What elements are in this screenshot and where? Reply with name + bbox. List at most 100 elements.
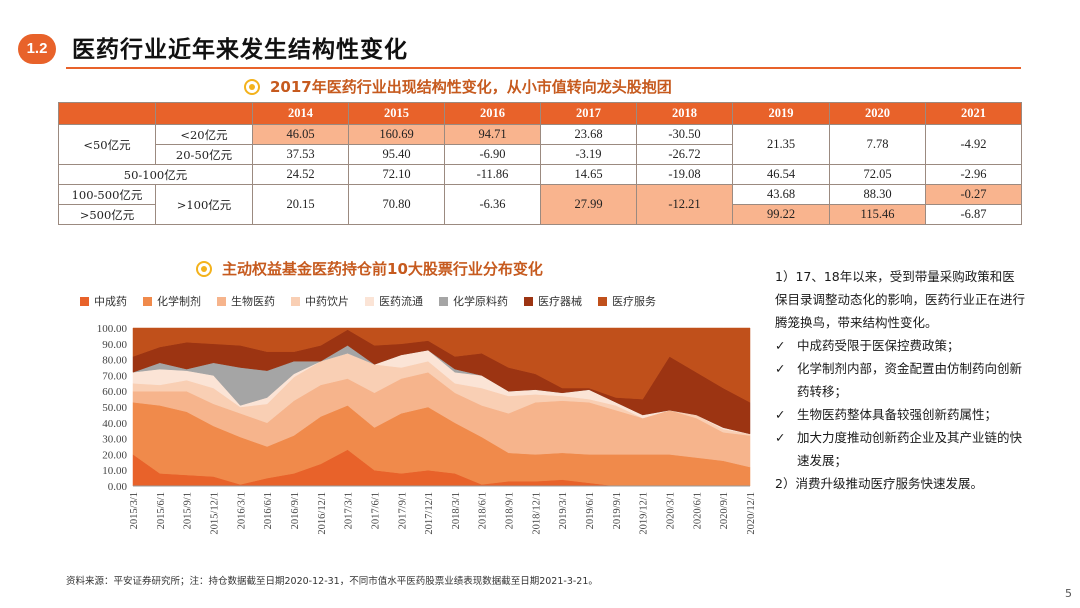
x-tick-label: 2018/9/1 [505, 492, 516, 529]
title-divider [66, 67, 1021, 69]
x-tick-label: 2020/9/1 [719, 492, 730, 529]
legend-label: 医药流通 [379, 295, 423, 308]
page-title: 医药行业近年来发生结构性变化 [72, 37, 408, 63]
check-icon: ✓ [775, 407, 786, 422]
x-tick-label: 2016/12/1 [317, 492, 328, 535]
legend-label: 医疗服务 [612, 295, 656, 308]
y-tick-label: 0.00 [108, 481, 128, 493]
table-cell: -6.87 [925, 204, 1022, 225]
area-series [132, 327, 751, 403]
check-icon: ✓ [775, 361, 786, 376]
y-tick-label: 90.00 [102, 339, 127, 351]
x-tick-label: 2015/12/1 [209, 492, 220, 535]
legend-label: 中成药 [94, 295, 127, 308]
table-header-row: 2014 2015 2016 2017 2018 2019 2020 2021 [58, 102, 1022, 125]
table-cell: 115.46 [829, 204, 926, 225]
table-row: >500亿元 99.22 115.46 -6.87 [58, 204, 1022, 225]
year-header: 2017 [540, 102, 637, 125]
x-tick-label: 2019/12/1 [639, 492, 650, 535]
x-tick-label: 2019/6/1 [585, 492, 596, 529]
x-tick-label: 2015/9/1 [183, 492, 194, 529]
x-tick-label: 2018/3/1 [451, 492, 462, 529]
section-badge: 1.2 [18, 34, 56, 64]
x-tick-label: 2020/12/1 [746, 492, 757, 535]
row-label-gt100: >100亿元 [155, 184, 253, 225]
target-icon [196, 260, 212, 277]
year-header: 2016 [444, 102, 541, 125]
x-tick-label: 2017/3/1 [344, 492, 355, 529]
table-heading-text: 2017年医药行业出现结构性变化，从小市值转向龙头股抱团 [270, 78, 672, 96]
chart-legend: 中成药 化学制剂 生物医药 中药饮片 医药流通 化学原料药 医疗器械 医疗服务 [80, 293, 656, 309]
x-tick-label: 2018/12/1 [531, 492, 542, 535]
legend-swatch [598, 296, 607, 306]
x-tick-label: 2017/6/1 [370, 492, 381, 529]
legend-label: 化学原料药 [453, 295, 508, 308]
row-label-50-100: 50-100亿元 [58, 164, 253, 185]
target-icon [244, 78, 260, 95]
y-tick-label: 10.00 [102, 465, 127, 477]
source-note: 资料来源：平安证券研究所；注：持仓数据截至日期2020-12-31，不同市值水平… [66, 576, 598, 587]
legend-item: 医疗服务 [598, 293, 656, 309]
table-cell: 99.22 [732, 204, 830, 225]
analysis-notes: 1）17、18年以来，受到带量采购政策和医保目录调整动态化的影响，医药行业正在进… [775, 265, 1025, 495]
table-cell: -12.21 [636, 184, 733, 225]
legend-swatch [217, 296, 226, 306]
x-tick-label: 2016/3/1 [236, 492, 247, 529]
row-label-gt500: >500亿元 [58, 204, 156, 225]
table-heading: 2017年医药行业出现结构性变化，从小市值转向龙头股抱团 [244, 76, 672, 97]
x-tick-label: 2015/3/1 [129, 492, 140, 529]
legend-swatch [365, 296, 374, 306]
table-cell: -0.27 [925, 184, 1022, 205]
note-bullet-text: 化学制剂内部，资金配置由仿制药向创新药转移； [797, 361, 1023, 399]
table-cell: 21.35 [732, 124, 830, 165]
x-tick-label: 2017/9/1 [397, 492, 408, 529]
y-tick-label: 40.00 [102, 418, 127, 430]
note-bullet-text: 加大力度推动创新药企业及其产业链的快速发展； [797, 430, 1023, 468]
check-icon: ✓ [775, 338, 786, 353]
legend-item: 医疗器械 [524, 293, 582, 309]
x-tick-label: 2020/6/1 [692, 492, 703, 529]
x-tick-label: 2015/6/1 [156, 492, 167, 529]
y-tick-label: 100.00 [97, 323, 128, 335]
legend-item: 化学制剂 [143, 293, 201, 309]
y-tick-label: 80.00 [102, 355, 127, 367]
legend-swatch [439, 296, 448, 306]
legend-label: 中药饮片 [305, 295, 349, 308]
note-bullet: ✓ 加大力度推动创新药企业及其产业链的快速发展； [775, 426, 1025, 472]
note-bullet: ✓ 生物医药整体具备较强创新药属性； [775, 403, 1025, 426]
table-cell: 160.69 [348, 124, 445, 145]
table-cell: 94.71 [444, 124, 541, 145]
chart-heading-text: 主动权益基金医药持仓前10大股票行业分布变化 [222, 260, 543, 278]
page-number: 5 [1065, 587, 1072, 600]
chart-heading: 主动权益基金医药持仓前10大股票行业分布变化 [196, 258, 543, 279]
table-cell: -6.36 [444, 184, 541, 225]
note-bullet: ✓ 化学制剂内部，资金配置由仿制药向创新药转移； [775, 357, 1025, 403]
x-tick-label: 2016/6/1 [263, 492, 274, 529]
legend-item: 化学原料药 [439, 293, 508, 309]
header-blank [155, 102, 253, 125]
x-tick-label: 2019/9/1 [612, 492, 623, 529]
x-tick-label: 2018/6/1 [478, 492, 489, 529]
legend-swatch [143, 296, 152, 306]
y-tick-label: 50.00 [102, 402, 127, 414]
legend-item: 生物医药 [217, 293, 275, 309]
table-cell: -2.96 [925, 164, 1022, 185]
x-tick-label: 2019/3/1 [558, 492, 569, 529]
year-header: 2019 [732, 102, 830, 125]
legend-swatch [291, 296, 300, 306]
y-tick-label: 30.00 [102, 434, 127, 446]
legend-label: 生物医药 [231, 295, 275, 308]
x-tick-label: 2016/9/1 [290, 492, 301, 529]
year-header: 2018 [636, 102, 733, 125]
table-cell: 70.80 [348, 184, 445, 225]
check-icon: ✓ [775, 430, 786, 445]
y-tick-label: 60.00 [102, 386, 127, 398]
legend-item: 中成药 [80, 293, 127, 309]
table-row: 50-100亿元 24.52 72.10 -11.86 14.65 -19.08… [58, 164, 1022, 185]
note-outro: 2）消费升级推动医疗服务快速发展。 [775, 476, 983, 491]
table-cell: 20.15 [252, 184, 349, 225]
x-tick-label: 2020/3/1 [666, 492, 677, 529]
table-cell: 46.54 [732, 164, 830, 185]
table-cell: 46.05 [252, 124, 349, 145]
